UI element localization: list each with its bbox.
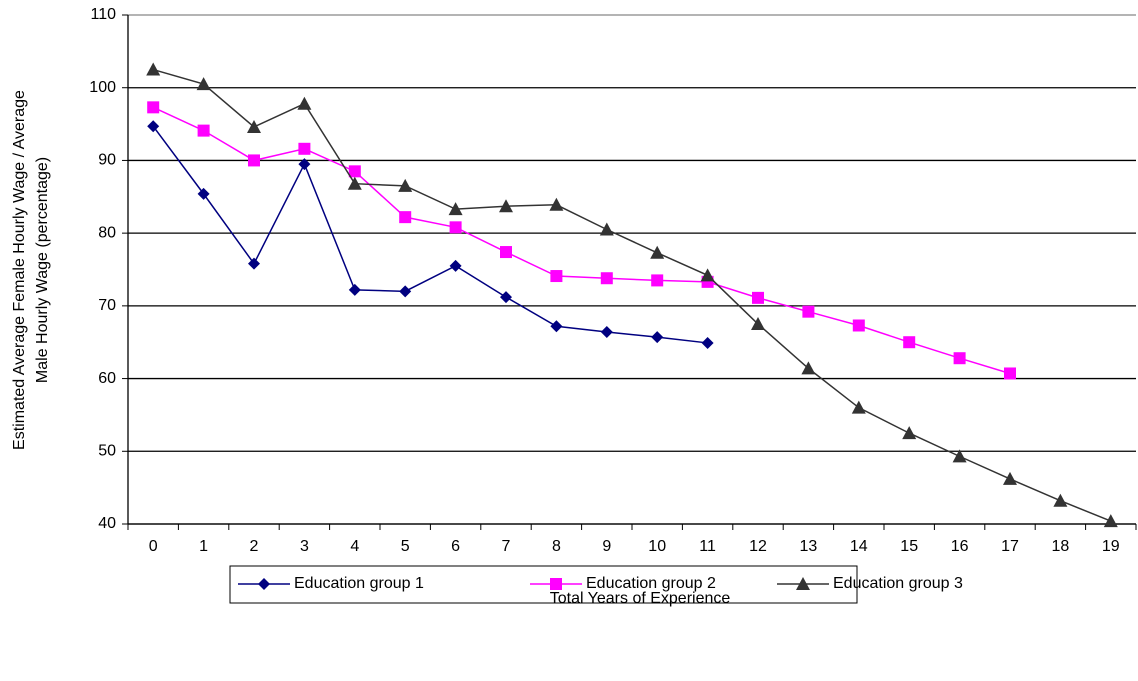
- marker: [197, 124, 210, 137]
- marker: [147, 101, 160, 114]
- marker: [449, 259, 462, 272]
- x-tick-label: 15: [900, 538, 918, 555]
- legend-label: Education group 1: [294, 575, 424, 592]
- x-tick-label: 6: [451, 538, 460, 555]
- marker: [398, 178, 413, 192]
- marker: [851, 400, 866, 414]
- marker: [298, 158, 311, 171]
- marker: [348, 165, 361, 178]
- y-tick-label: 50: [98, 443, 116, 460]
- x-tick-label: 13: [800, 538, 818, 555]
- marker: [347, 176, 362, 190]
- marker: [751, 317, 765, 331]
- marker: [248, 257, 260, 270]
- marker: [650, 245, 665, 259]
- marker: [752, 291, 764, 304]
- marker: [499, 199, 513, 213]
- marker: [599, 222, 614, 236]
- y-tick-label: 80: [98, 224, 116, 241]
- marker: [852, 319, 865, 332]
- y-axis-title: Estimated Average Female Hourly Wage / A…: [11, 90, 28, 450]
- marker: [247, 119, 261, 133]
- marker: [147, 120, 160, 133]
- marker: [600, 272, 613, 285]
- marker: [550, 270, 563, 283]
- x-axis-title: Total Years of Experience: [550, 590, 731, 607]
- x-tick-label: 0: [149, 538, 158, 555]
- x-tick-label: 4: [350, 538, 359, 555]
- marker: [258, 578, 270, 590]
- x-tick-label: 17: [1001, 538, 1019, 555]
- marker: [701, 336, 714, 349]
- marker: [651, 331, 664, 344]
- x-tick-label: 11: [699, 538, 716, 555]
- x-tick-label: 2: [250, 538, 259, 555]
- marker: [952, 449, 967, 463]
- marker: [550, 320, 563, 333]
- x-tick-label: 3: [300, 538, 309, 555]
- marker: [550, 578, 562, 590]
- marker: [1004, 367, 1016, 380]
- marker: [500, 246, 512, 259]
- x-tick-label: 8: [552, 538, 561, 555]
- x-tick-label: 5: [401, 538, 410, 555]
- marker: [903, 336, 916, 349]
- x-tick-label: 7: [502, 538, 511, 555]
- x-tick-label: 19: [1102, 538, 1120, 555]
- y-tick-label: 60: [98, 370, 116, 387]
- marker: [348, 283, 361, 296]
- marker: [549, 197, 564, 211]
- marker: [651, 274, 664, 287]
- marker: [399, 285, 412, 298]
- y-tick-label: 100: [89, 79, 116, 96]
- marker: [801, 361, 816, 375]
- legend-label: Education group 2: [586, 575, 716, 592]
- marker: [1003, 471, 1017, 485]
- marker: [297, 96, 312, 110]
- x-tick-label: 18: [1052, 538, 1070, 555]
- y-tick-label: 110: [90, 6, 116, 23]
- marker: [197, 187, 210, 200]
- marker: [902, 426, 917, 440]
- marker: [700, 268, 715, 282]
- marker: [1103, 514, 1118, 528]
- x-tick-label: 9: [602, 538, 611, 555]
- marker: [802, 305, 815, 318]
- marker: [796, 577, 810, 590]
- marker: [448, 202, 463, 216]
- x-tick-label: 16: [951, 538, 969, 555]
- marker: [248, 154, 260, 167]
- marker: [1053, 493, 1068, 507]
- line: [152, 68, 1112, 522]
- x-tick-label: 1: [199, 538, 208, 555]
- marker: [298, 142, 311, 155]
- y-tick-label: 40: [98, 515, 116, 532]
- line: [152, 125, 708, 344]
- marker: [146, 62, 161, 76]
- marker: [953, 352, 966, 365]
- x-tick-label: 12: [749, 538, 767, 555]
- marker: [600, 326, 613, 339]
- y-tick-label: 90: [98, 152, 116, 169]
- marker: [399, 211, 412, 224]
- marker: [449, 221, 462, 234]
- marker: [196, 77, 211, 91]
- legend-label: Education group 3: [833, 575, 963, 592]
- marker: [500, 291, 512, 304]
- y-axis-title: Male Hourly Wage (percentage): [34, 157, 51, 383]
- x-tick-label: 14: [850, 538, 868, 555]
- line: [152, 106, 1011, 375]
- legend-box: [229, 565, 858, 604]
- x-tick-label: 10: [648, 538, 666, 555]
- y-tick-label: 70: [98, 297, 116, 314]
